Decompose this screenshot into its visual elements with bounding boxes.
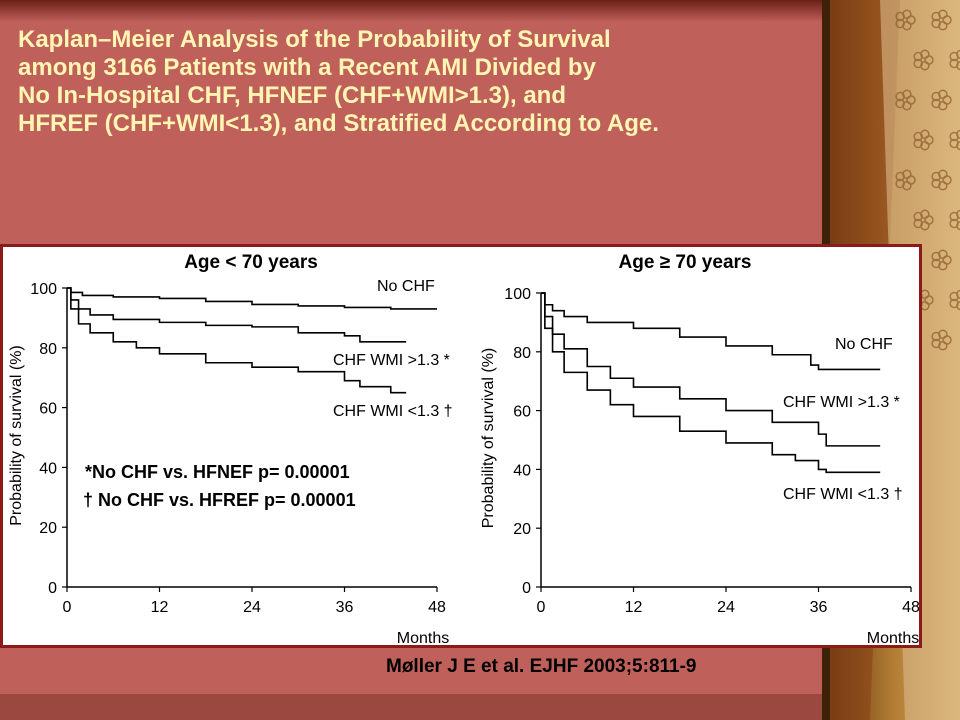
x-axis-label: Months	[867, 630, 919, 645]
survival-curve-1	[67, 287, 437, 310]
kaplan-meier-charts: Age < 70 years 0 20 40 60 80 100 0 12 24 36 48 Proba…	[8, 252, 919, 645]
y-tick-label: 80	[513, 345, 531, 362]
p-value-annotation: † No CHF vs. HFREF p= 0.00001	[83, 490, 356, 510]
y-tick-label: 20	[39, 520, 57, 537]
p-value-annotation: *No CHF vs. HFNEF p= 0.00001	[85, 462, 350, 482]
chart-title: Age < 70 years	[184, 252, 318, 273]
title-line: No In-Hospital CHF, HFNEF (CHF+WMI>1.3),…	[18, 82, 567, 109]
y-tick-label: 40	[513, 462, 531, 479]
title-line: HFREF (CHF+WMI<1.3), and Stratified Acco…	[18, 110, 659, 137]
curve-label: CHF WMI >1.3 *	[783, 394, 900, 411]
curve-label: CHF WMI <1.3 †	[783, 486, 903, 503]
y-axis-label: Probability of survival (%)	[480, 348, 497, 529]
x-tick-label: 48	[902, 599, 919, 616]
title-line: Kaplan–Meier Analysis of the Probability…	[18, 26, 611, 53]
x-tick-label: 12	[625, 599, 643, 616]
y-tick-label: 60	[39, 401, 57, 418]
y-tick-label: 60	[513, 404, 531, 421]
slide-title: Kaplan–Meier Analysis of the Probability…	[18, 26, 818, 138]
x-tick-label: 12	[151, 599, 169, 616]
survival-curve-3	[67, 287, 407, 394]
curve-label: CHF WMI <1.3 †	[333, 403, 453, 420]
curve-label: CHF WMI >1.3 *	[333, 352, 450, 369]
x-tick-label: 48	[428, 599, 446, 616]
survival-curve-3	[541, 292, 881, 474]
x-tick-label: 36	[810, 599, 828, 616]
y-tick-label: 0	[522, 580, 531, 597]
km-chart-2: Age ≥ 70 years 0 20 40 60 80 100 0 12 24 36 48 Proba…	[480, 252, 919, 645]
y-tick-label: 20	[513, 521, 531, 538]
y-tick-label: 100	[30, 281, 57, 298]
title-line: among 3166 Patients with a Recent AMI Di…	[18, 54, 596, 81]
x-tick-label: 36	[336, 599, 354, 616]
curve-label: No CHF	[835, 336, 893, 353]
y-tick-label: 40	[39, 460, 57, 477]
x-axis-label: Months	[397, 630, 449, 645]
y-axis-label: Probability of survival (%)	[8, 345, 25, 526]
x-tick-label: 0	[63, 599, 72, 616]
x-tick-label: 0	[537, 599, 546, 616]
survival-curve-2	[67, 287, 407, 343]
chart-panel: Age < 70 years 0 20 40 60 80 100 0 12 24 36 48 Proba…	[0, 244, 922, 648]
curve-label: No CHF	[377, 278, 435, 295]
chart-title: Age ≥ 70 years	[619, 252, 752, 273]
x-tick-label: 24	[243, 599, 261, 616]
y-tick-label: 80	[39, 341, 57, 358]
survival-curve-1	[541, 292, 881, 371]
y-tick-label: 0	[48, 580, 57, 597]
citation: Møller J E et al. EJHF 2003;5:811-9	[386, 656, 697, 677]
x-tick-label: 24	[717, 599, 735, 616]
km-chart-1: Age < 70 years 0 20 40 60 80 100 0 12 24 36 48 Proba…	[8, 252, 453, 645]
y-tick-label: 100	[504, 286, 531, 303]
